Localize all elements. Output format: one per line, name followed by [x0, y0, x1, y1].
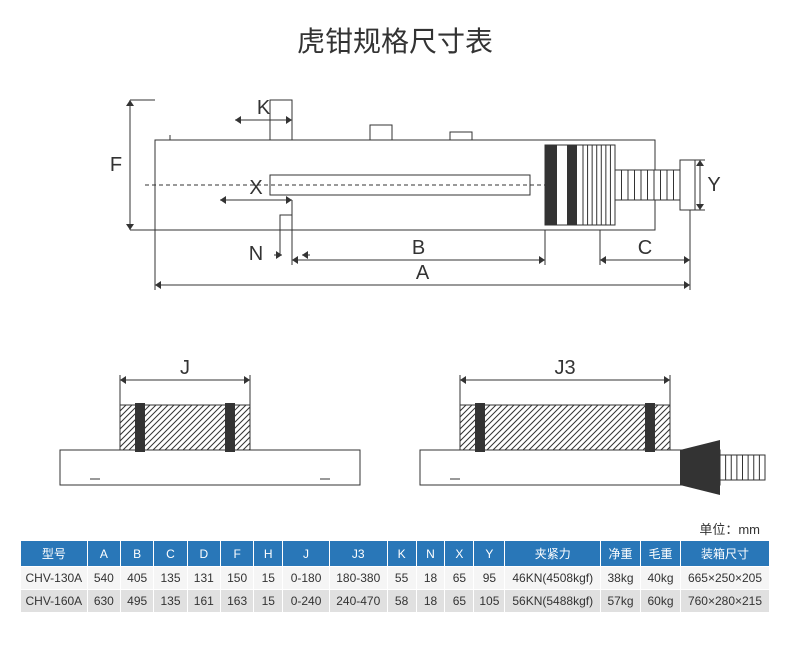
col-header: X — [445, 541, 474, 567]
cell: 56KN(5488kgf) — [505, 590, 601, 613]
col-header: Y — [474, 541, 505, 567]
svg-text:K: K — [257, 97, 271, 119]
col-header: 夹紧力 — [505, 541, 601, 567]
cell: 135 — [154, 590, 187, 613]
cell: 150 — [220, 567, 253, 590]
cell: 0-240 — [283, 590, 330, 613]
cell: 40kg — [641, 567, 681, 590]
svg-text:B: B — [412, 237, 425, 259]
cell: 240-470 — [329, 590, 387, 613]
col-header: 净重 — [601, 541, 641, 567]
cell: 630 — [87, 590, 120, 613]
col-header: A — [87, 541, 120, 567]
col-header: K — [387, 541, 416, 567]
spec-table: 型号ABCDFHJJ3KNXY夹紧力净重毛重装箱尺寸 CHV-130A54040… — [20, 540, 770, 613]
cell: 38kg — [601, 567, 641, 590]
cell: 665×250×205 — [681, 567, 770, 590]
cell: 18 — [416, 567, 445, 590]
cell: 65 — [445, 567, 474, 590]
unit-label: 单位：mm — [20, 519, 760, 538]
cell: 60kg — [641, 590, 681, 613]
page-title: 虎钳规格尺寸表 — [20, 20, 770, 60]
cell: 65 — [445, 590, 474, 613]
col-header: 型号 — [21, 541, 88, 567]
col-header: J3 — [329, 541, 387, 567]
svg-text:F: F — [110, 154, 122, 176]
svg-text:X: X — [249, 177, 262, 199]
cell: 163 — [220, 590, 253, 613]
col-header: J — [283, 541, 330, 567]
cell: CHV-130A — [21, 567, 88, 590]
cell: 105 — [474, 590, 505, 613]
cell: 58 — [387, 590, 416, 613]
col-header: 装箱尺寸 — [681, 541, 770, 567]
table-row: CHV-160A630495135161163150-240240-470581… — [21, 590, 770, 613]
svg-text:N: N — [249, 243, 263, 265]
col-header: N — [416, 541, 445, 567]
technical-drawing: F K X N B C A Y J J3 — [20, 70, 770, 515]
cell: 495 — [121, 590, 154, 613]
col-header: C — [154, 541, 187, 567]
cell: 180-380 — [329, 567, 387, 590]
svg-text:J3: J3 — [554, 357, 575, 379]
col-header: 毛重 — [641, 541, 681, 567]
col-header: D — [187, 541, 220, 567]
cell: 46KN(4508kgf) — [505, 567, 601, 590]
svg-text:Y: Y — [707, 174, 720, 196]
cell: 15 — [254, 567, 283, 590]
cell: 161 — [187, 590, 220, 613]
cell: 18 — [416, 590, 445, 613]
cell: 55 — [387, 567, 416, 590]
col-header: H — [254, 541, 283, 567]
cell: 760×280×215 — [681, 590, 770, 613]
svg-text:A: A — [416, 262, 430, 284]
col-header: B — [121, 541, 154, 567]
cell: 15 — [254, 590, 283, 613]
svg-text:C: C — [638, 237, 652, 259]
col-header: F — [220, 541, 253, 567]
cell: 540 — [87, 567, 120, 590]
svg-text:J: J — [180, 357, 190, 379]
cell: 131 — [187, 567, 220, 590]
cell: 95 — [474, 567, 505, 590]
cell: 135 — [154, 567, 187, 590]
cell: CHV-160A — [21, 590, 88, 613]
cell: 0-180 — [283, 567, 330, 590]
cell: 405 — [121, 567, 154, 590]
table-row: CHV-130A540405135131150150-180180-380551… — [21, 567, 770, 590]
cell: 57kg — [601, 590, 641, 613]
